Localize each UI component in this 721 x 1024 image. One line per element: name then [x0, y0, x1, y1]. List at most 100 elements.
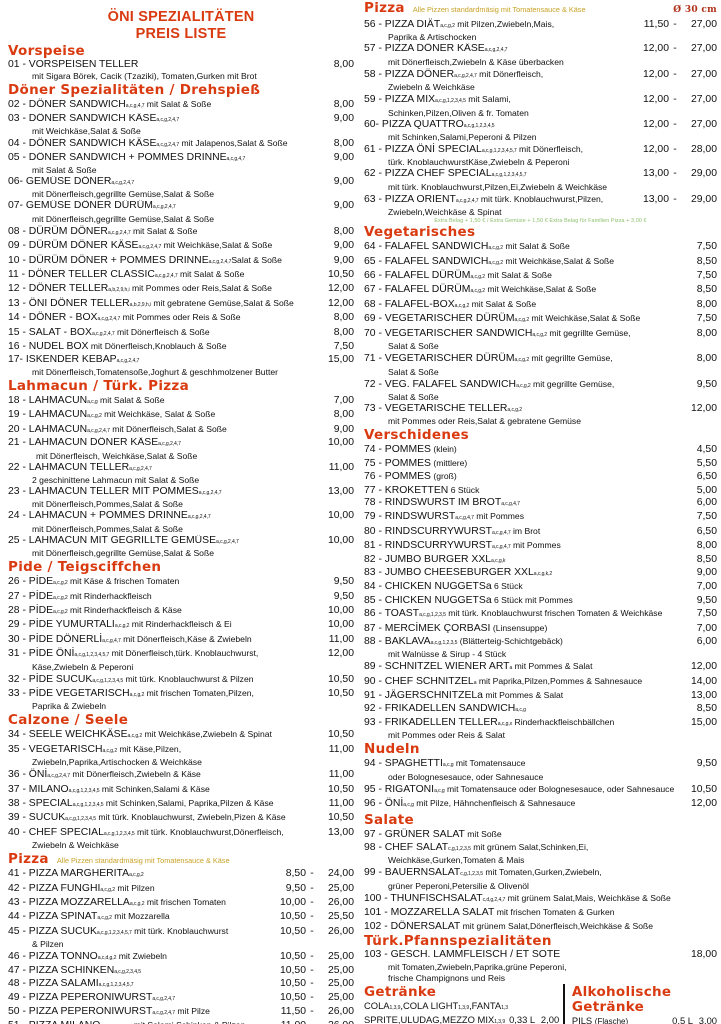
menu-item[interactable]: 32 - PİDE SUCUKa,c,g,1,2,3,4,5 mit türk.…: [8, 673, 354, 687]
menu-item[interactable]: 74 - POMMES (klein) 4,50: [364, 443, 717, 456]
menu-item[interactable]: 46 - PIZZA TONNOa,c,d,g,2 mit Zwiebeln 10…: [8, 950, 354, 964]
menu-item[interactable]: 11 - DÖNER TELLER CLASSICa,c,g,2,4,7 mit…: [8, 268, 354, 282]
menu-item[interactable]: 51 - PIZZA MILANOa,c,g,1,2,3,4,5 mit Sal…: [8, 1019, 354, 1024]
menu-item[interactable]: 21 - LAHMACUN DÖNER KÄSEa,c,g,2,4,7 10,00: [8, 437, 354, 450]
menu-item[interactable]: 85 - CHICKEN NUGGETSa 6 Stück mit Pommes…: [364, 594, 717, 607]
menu-item[interactable]: 38 - SPECIALa,c,g,1,2,3,4,5 mit Schinken…: [8, 797, 354, 811]
menu-item[interactable]: 05 - DÖNER SANDWICH + POMMES DRINNEa,c,g…: [8, 152, 354, 165]
menu-item[interactable]: 98 - CHEF SALATc,g,1,2,3,5 mit grünem Sa…: [364, 841, 717, 855]
menu-item[interactable]: 65 - FALAFEL SANDWICHa,c,g,2 mit Weichkä…: [364, 255, 717, 269]
menu-item[interactable]: 63 - PIZZA ORIENTa,c,g,2,4,7 mit türk. K…: [364, 193, 717, 207]
menu-item[interactable]: 50 - PIZZA PEPERONIWURSTa,c,g,2,4,7 mit …: [8, 1005, 354, 1019]
menu-item[interactable]: 90 - CHEF SCHNITZELa mit Paprika,Pilzen,…: [364, 675, 717, 689]
menu-item[interactable]: 58 - PIZZA DÖNERa,c,g,2,4,7 mit Dönerfle…: [364, 68, 717, 82]
menu-item[interactable]: 48 - PIZZA SALAMIa,c,g,1,2,3,4,5,7 10,50-…: [8, 978, 354, 991]
menu-item[interactable]: 71 - VEGETARISCHER DÜRÜMa,c,g,2 mit gegr…: [364, 352, 717, 366]
menu-item[interactable]: 22 - LAHMACUN TELLERa,c,g,2,4,7 11,00: [8, 462, 354, 475]
menu-item[interactable]: 15 - SALAT - BOXa,c,g,2,4,7 mit Dönerfle…: [8, 326, 354, 340]
menu-item[interactable]: 93 - FRIKADELLEN TELLERa,c,g,x Rinderhac…: [364, 716, 717, 730]
menu-item[interactable]: 04 - DÖNER SANDWICH KÄSEa,c,g,2,4,7 mit …: [8, 137, 354, 151]
menu-item[interactable]: 70 - VEGETARISCHER SANDWICHa,c,g,2 mit g…: [364, 327, 717, 341]
menu-item[interactable]: 83 - JUMBO CHEESEBURGER XXLa,c,g,k,2 9,00: [364, 567, 717, 580]
menu-item[interactable]: 17- ISKENDER KEBAPa,c,g,2,4,7 15,00: [8, 354, 354, 367]
menu-item[interactable]: 24 - LAHMACUN + POMMES DRINNEa,c,g,2,4,7…: [8, 510, 354, 523]
menu-item[interactable]: 81 - RINDSCURRYWURSTa,c,g,4,7 mit Pommes…: [364, 539, 717, 553]
menu-item[interactable]: 36 - ÖNİa,c,g,2,4,7 mit Dönerfleisch,Zwi…: [8, 768, 354, 782]
menu-item[interactable]: 16 - NUDEL BOX mit Dönerfleisch,Knoblauc…: [8, 340, 354, 353]
menu-item[interactable]: 07- GEMÜSE DÖNER DÜRÜMa,c,g,2,4,7 9,00: [8, 200, 354, 213]
menu-item[interactable]: 96 - ÖNİa,c,g mit Pilze, Hähnchenfleisch…: [364, 797, 717, 811]
menu-item[interactable]: 72 - VEG. FALAFEL SANDWICHa,c,g,2 mit ge…: [364, 378, 717, 392]
menu-item[interactable]: 97 - GRÜNER SALAT mit Soße: [364, 828, 717, 841]
menu-item[interactable]: 103 - GESCH. LAMMFLEISCH / ET SOTE 18,00: [364, 949, 717, 961]
menu-item[interactable]: 37 - MILANOa,c,g,1,2,3,4,5 mit Schinken,…: [8, 783, 354, 797]
menu-item[interactable]: 79 - RINDSWURSTa,c,g,4,7 mit Pommes 7,50: [364, 510, 717, 524]
menu-item[interactable]: 94 - SPAGHETTIa,c,g mit Tomatensauce 9,50: [364, 757, 717, 771]
menu-item[interactable]: 20 - LAHMACUNa,c,g,2,4,7 mit Dönerfleisc…: [8, 423, 354, 437]
menu-item[interactable]: 102 - DÖNERSALAT mit grünem Salat,Dönerf…: [364, 920, 717, 933]
menu-item[interactable]: 40 - CHEF SPECIALa,c,g,1,2,3,4,5 mit tür…: [8, 826, 354, 840]
menu-item[interactable]: 19 - LAHMACUNa,c,g,2 mit Weichkäse, Sala…: [8, 408, 354, 422]
menu-item[interactable]: 06- GEMÜSE DÖNERa,c,g,2,4,7 9,00: [8, 176, 354, 189]
menu-item[interactable]: 78 - RINDSWURST IM BROTa,c,g,4,7 6,00: [364, 497, 717, 510]
menu-item[interactable]: 62 - PIZZA CHEF SPECIALa,c,g,1,2,3,4,5,7…: [364, 168, 717, 181]
menu-item[interactable]: 87 - MERCİMEK ÇORBASI (Linsensuppe) 7,00: [364, 622, 717, 635]
menu-item[interactable]: 69 - VEGETARISCHER DÜRÜMa,c,g,2 mit Weic…: [364, 312, 717, 326]
menu-item[interactable]: 31 - PİDE ÖNİa,c,g,1,2,3,4,5,7 mit Döner…: [8, 647, 354, 661]
menu-item[interactable]: 77 - KROKETTEN 6 Stück 5,00: [364, 484, 717, 497]
menu-item[interactable]: 49 - PIZZA PEPERONIWURSTa,c,g,2,4,7 10,50…: [8, 992, 354, 1005]
menu-item[interactable]: 01 - VORSPEISEN TELLER 8,00: [8, 59, 354, 71]
menu-item[interactable]: 82 - JUMBO BURGER XXLa,c,g,k 8,50: [364, 554, 717, 567]
menu-item[interactable]: 41 - PIZZA MARGHERITAa,c,g,2 8,50- 24,00: [8, 868, 354, 881]
menu-item[interactable]: 95 - RIGATONIa,c,g mit Tomatensauce oder…: [364, 783, 717, 797]
menu-item[interactable]: 76 - POMMES (groß) 6,50: [364, 470, 717, 483]
menu-item[interactable]: 88 - BAKLAVAa,c,g,1,2,3,5 (Blätterteig-S…: [364, 635, 717, 649]
menu-item[interactable]: 44 - PIZZA SPINATa,c,g,2 mit Mozzarella 1…: [8, 910, 354, 924]
menu-item[interactable]: 30 - PİDE DÖNERLİa,c,g,4,7 mit Dönerflei…: [8, 633, 354, 647]
menu-item[interactable]: 03 - DÖNER SANDWICH KÄSEa,c,g,2,4,7 9,00: [8, 113, 354, 126]
menu-item[interactable]: 08 - DÜRÜM DÖNERa,c,g,2,4,7 mit Salat & …: [8, 225, 354, 239]
menu-item[interactable]: 13 - ÖNI DÖNER TELLERa,b,2,9,h,i mit geb…: [8, 297, 354, 311]
menu-item[interactable]: 35 - VEGETARISCHa,c,g,2 mit Käse,Pilzen,…: [8, 743, 354, 757]
menu-item[interactable]: 47 - PIZZA SCHINKENa,c,g,2,3,4,5 10,50- 25…: [8, 965, 354, 978]
menu-item[interactable]: 14 - DÖNER - BOXa,c,g,2,4,7 mit Pommes o…: [8, 311, 354, 325]
menu-item[interactable]: 23 - LAHMACUN TELLER MIT POMMESa,c,g,2,4…: [8, 486, 354, 499]
menu-item[interactable]: 42 - PIZZA FUNGHIa,c,g,2 mit Pilzen 9,50-…: [8, 882, 354, 896]
menu-item[interactable]: 12 - DÖNER TELLERa,b,2,9,h,i mit Pommes …: [8, 282, 354, 296]
menu-item[interactable]: 45 - PIZZA SUCUKa,c,g,1,2,3,4,5,7 mit tü…: [8, 925, 354, 939]
menu-item[interactable]: 09 - DÜRÜM DÖNER KÄSEa,c,g,2,4,7 mit Wei…: [8, 239, 354, 253]
menu-item[interactable]: 80 - RINDSCURRYWURSTa,c,g,4,7 im Brot 6,5…: [364, 525, 717, 539]
menu-item[interactable]: 60- PIZZA QUATTROa,c,g,1,2,3,4,5 12,00- 27…: [364, 119, 717, 132]
menu-item[interactable]: 28 - PİDEa,c,g,2 mit Rinderhackfleisch &…: [8, 604, 354, 618]
menu-item[interactable]: 02 - DÖNER SANDWICHa,c,g,4,7 mit Salat &…: [8, 98, 354, 112]
menu-item[interactable]: 101 - MOZZARELLA SALAT mit frischen Toma…: [364, 906, 717, 919]
menu-item[interactable]: 73 - VEGETARISCHE TELLERa,c,g,2 12,00: [364, 403, 717, 416]
menu-item[interactable]: 27 - PİDEa,c,g,2 mit Rinderhackfleisch 9,…: [8, 590, 354, 604]
menu-item[interactable]: 33 - PİDE VEGETARISCHa,c,g,2 mit frische…: [8, 687, 354, 701]
menu-item[interactable]: 57 - PIZZA DÖNER KÄSEa,c,g,2,4,7 12,00- 27…: [364, 43, 717, 56]
item-price: 7,50: [696, 608, 717, 620]
menu-item[interactable]: 99 - BAUERNSALATc,g,1,2,3,5 mit Tomaten,…: [364, 866, 717, 880]
menu-item[interactable]: 91 - JÄGERSCHNITZELa mit Pommes & Salat 1…: [364, 689, 717, 702]
menu-item[interactable]: 92 - FRIKADELLEN SANDWICHa,c,g 8,50: [364, 703, 717, 716]
menu-item[interactable]: 26 - PİDEa,c,g,2 mit Käse & frischen Tom…: [8, 575, 354, 589]
menu-item[interactable]: 39 - SUCUKa,c,g,1,2,3,4,5 mit türk. Knob…: [8, 811, 354, 825]
menu-item[interactable]: 100 - THUNFISCHSALATc,d,g,2,4,7 mit grün…: [364, 892, 717, 906]
menu-item[interactable]: 66 - FALAFEL DÜRÜMa,c,g,2 mit Salat & So…: [364, 269, 717, 283]
menu-item[interactable]: 67 - FALAFEL DÜRÜMa,c,g,2 mit Weichkäse,…: [364, 283, 717, 297]
menu-item[interactable]: 75 - POMMES (mittlere) 5,50: [364, 457, 717, 470]
menu-item[interactable]: 29 - PİDE YUMURTALIa,c,g,2 mit Rinderhac…: [8, 618, 354, 632]
menu-item[interactable]: 43 - PIZZA MOZZARELLAa,c,g,2 mit frische…: [8, 896, 354, 910]
menu-item[interactable]: 10 - DÜRÜM DÖNER + POMMES DRINNEa,c,g,2,…: [8, 254, 354, 268]
menu-item[interactable]: 18 - LAHMACUNa,c,g mit Salat & Soße 7,00: [8, 394, 354, 408]
menu-item[interactable]: 56 - PIZZA DIÄTa,c,g,2 mit Pilzen,Zwiebe…: [364, 18, 717, 32]
menu-item[interactable]: 61 - PIZZA ÖNİ SPECIALa,c,g,1,2,3,4,5,7 …: [364, 143, 717, 157]
menu-item[interactable]: 59 - PIZZA MIXa,c,g,1,2,3,4,5 mit Salami…: [364, 93, 717, 107]
menu-item[interactable]: 86 - TOASTa,c,g,1,2,3,5 mit türk. Knobla…: [364, 607, 717, 621]
menu-item[interactable]: 68 - FALAFEL-BOXa,c,g,2 mit Salat & Soße…: [364, 298, 717, 312]
menu-item[interactable]: 89 - SCHNITZEL WIENER ARTa mit Pommes & …: [364, 660, 717, 674]
menu-item[interactable]: 84 - CHICKEN NUGGETSa 6 Stück 7,00: [364, 580, 717, 593]
menu-item[interactable]: 64 - FALAFEL SANDWICHa,c,g,2 mit Salat &…: [364, 240, 717, 254]
menu-item[interactable]: 34 - SEELE WEICHKÄSEa,c,g,2 mit Weichkäs…: [8, 728, 354, 742]
menu-item[interactable]: 25 - LAHMACUN MIT GEGRILLTE GEMÜSEa,c,g,…: [8, 535, 354, 548]
